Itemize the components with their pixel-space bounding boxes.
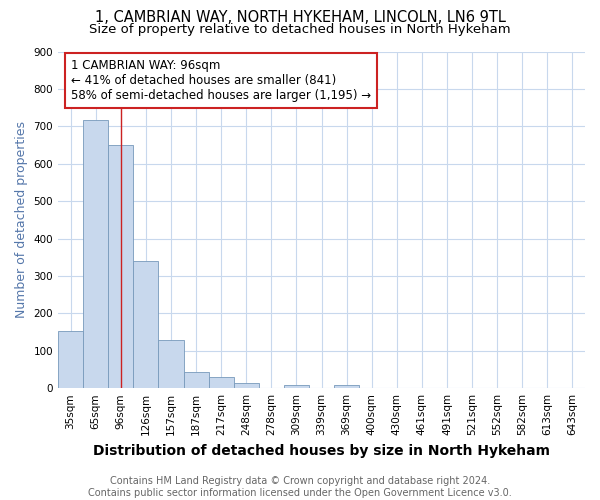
Bar xyxy=(209,377,233,388)
Bar xyxy=(108,144,133,388)
Bar xyxy=(133,261,158,388)
Bar xyxy=(233,384,259,388)
Bar xyxy=(58,331,83,388)
Bar xyxy=(284,385,309,388)
X-axis label: Distribution of detached houses by size in North Hykeham: Distribution of detached houses by size … xyxy=(93,444,550,458)
Bar xyxy=(83,120,108,388)
Text: Size of property relative to detached houses in North Hykeham: Size of property relative to detached ho… xyxy=(89,22,511,36)
Bar xyxy=(158,340,184,388)
Y-axis label: Number of detached properties: Number of detached properties xyxy=(15,122,28,318)
Text: 1, CAMBRIAN WAY, NORTH HYKEHAM, LINCOLN, LN6 9TL: 1, CAMBRIAN WAY, NORTH HYKEHAM, LINCOLN,… xyxy=(95,10,505,25)
Text: Contains HM Land Registry data © Crown copyright and database right 2024.
Contai: Contains HM Land Registry data © Crown c… xyxy=(88,476,512,498)
Text: 1 CAMBRIAN WAY: 96sqm
← 41% of detached houses are smaller (841)
58% of semi-det: 1 CAMBRIAN WAY: 96sqm ← 41% of detached … xyxy=(71,59,371,102)
Bar xyxy=(184,372,209,388)
Bar xyxy=(334,385,359,388)
